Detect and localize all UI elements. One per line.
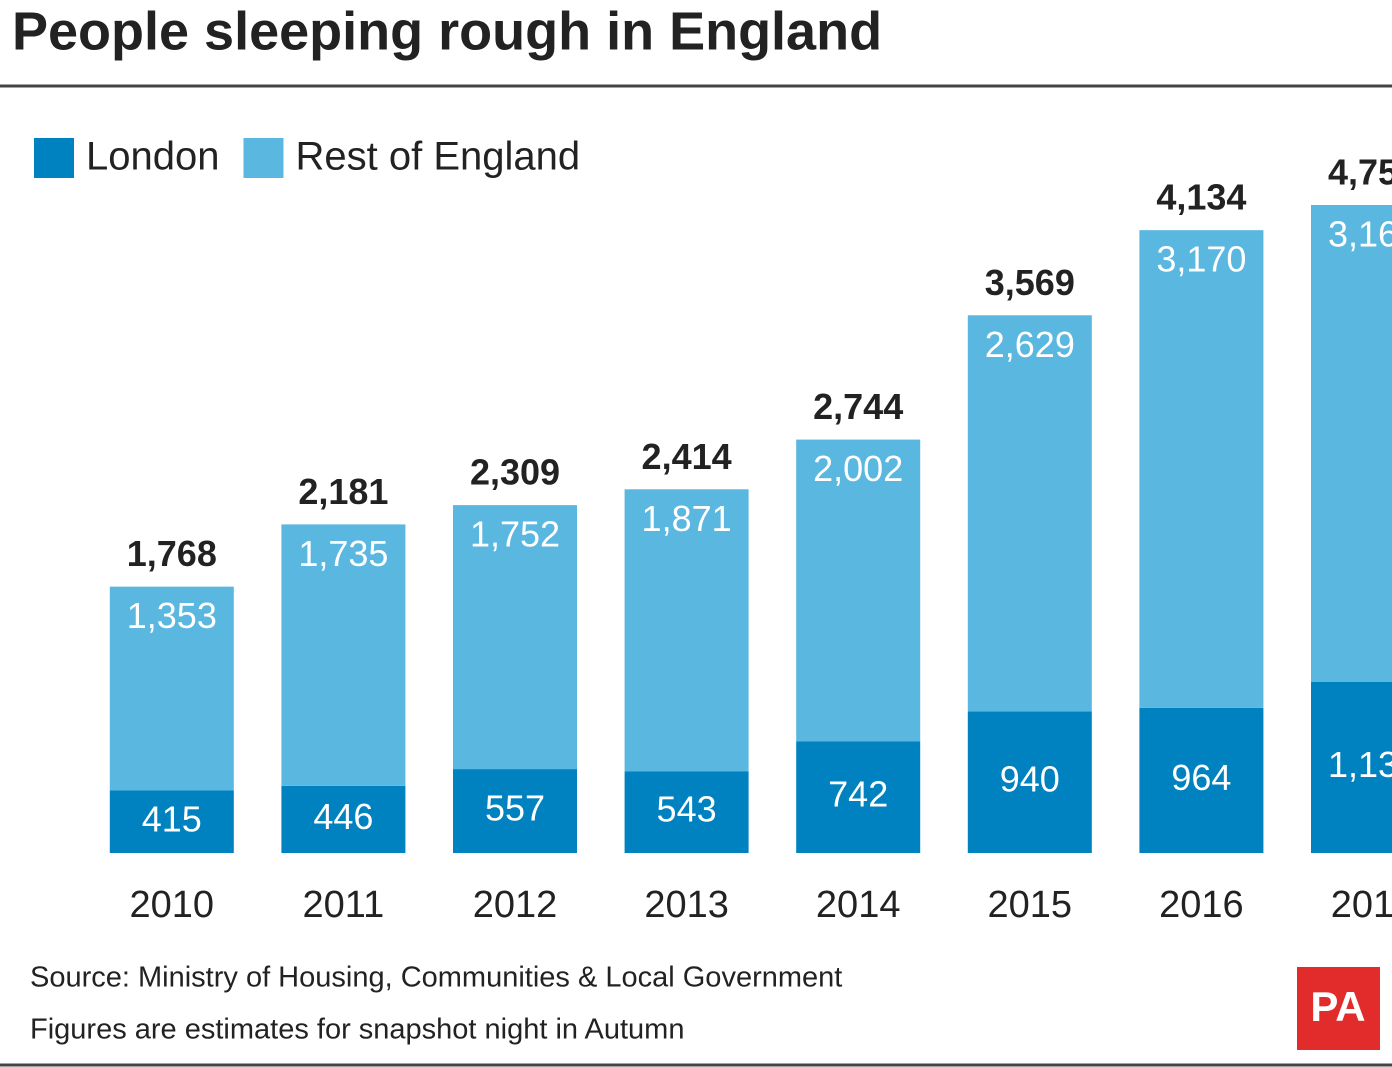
bar-segment bbox=[1139, 707, 1264, 853]
total-label: 4,134 bbox=[1156, 177, 1246, 218]
total-label: 1,768 bbox=[127, 533, 217, 574]
x-tick-label: 2010 bbox=[130, 884, 215, 926]
segment-label: 1,752 bbox=[470, 514, 560, 555]
logo-box bbox=[1297, 967, 1380, 1050]
total-label: 4,751 bbox=[1328, 152, 1392, 193]
segment-label: 940 bbox=[1000, 759, 1060, 800]
segment-label: 557 bbox=[485, 788, 545, 829]
bar-segment bbox=[1311, 681, 1392, 853]
total-label: 2,744 bbox=[813, 386, 903, 427]
segment-label: 742 bbox=[828, 774, 888, 815]
x-tick-label: 2012 bbox=[473, 884, 558, 926]
legend-label: London bbox=[86, 135, 219, 179]
bar-segment bbox=[1311, 205, 1392, 682]
total-label: 2,181 bbox=[298, 471, 388, 512]
x-tick-label: 2017 bbox=[1331, 884, 1392, 926]
segment-label: 2,002 bbox=[813, 448, 903, 489]
x-tick-label: 2015 bbox=[988, 884, 1073, 926]
bar-segment bbox=[624, 771, 749, 853]
bar-segment bbox=[109, 790, 234, 853]
bar-segment bbox=[453, 505, 577, 770]
segment-label: 3,170 bbox=[1156, 239, 1246, 280]
bar-segment bbox=[967, 711, 1092, 853]
legend-label: Rest of England bbox=[295, 135, 580, 179]
legend-swatch bbox=[34, 138, 74, 178]
segment-label: 964 bbox=[1171, 757, 1231, 798]
segment-label: 1,871 bbox=[642, 498, 732, 539]
segment-label: 1,137 bbox=[1328, 744, 1392, 785]
bar-segment bbox=[453, 769, 577, 853]
total-label: 3,569 bbox=[985, 262, 1075, 303]
bar-segment bbox=[109, 586, 234, 791]
bar-segment bbox=[281, 524, 406, 786]
bar-segment bbox=[624, 489, 749, 772]
bar-segment bbox=[1139, 230, 1264, 708]
total-label: 2,309 bbox=[470, 452, 560, 493]
bar-segment bbox=[796, 741, 921, 853]
segment-label: 446 bbox=[313, 796, 373, 837]
x-tick-label: 2014 bbox=[816, 884, 901, 926]
note: Figures are estimates for snapshot night… bbox=[30, 1014, 684, 1046]
legend-swatch bbox=[243, 138, 284, 178]
segment-label: 543 bbox=[657, 789, 717, 830]
segment-label: 2,629 bbox=[985, 324, 1075, 365]
total-label: 2,414 bbox=[642, 436, 732, 477]
x-tick-label: 2013 bbox=[644, 884, 729, 926]
segment-label: 1,353 bbox=[127, 595, 217, 636]
x-tick-label: 2016 bbox=[1159, 884, 1244, 926]
chart-title: People sleeping rough in England bbox=[12, 1, 882, 61]
bar-segment bbox=[967, 315, 1092, 712]
segment-label: 1,735 bbox=[298, 533, 388, 574]
segment-label: 3,164 bbox=[1328, 214, 1392, 255]
source: Source: Ministry of Housing, Communities… bbox=[30, 962, 842, 994]
x-tick-label: 2011 bbox=[303, 884, 385, 926]
bar-segment bbox=[796, 439, 921, 742]
logo: PA bbox=[1310, 983, 1365, 1030]
bar-segment bbox=[281, 785, 406, 853]
segment-label: 415 bbox=[142, 798, 202, 839]
